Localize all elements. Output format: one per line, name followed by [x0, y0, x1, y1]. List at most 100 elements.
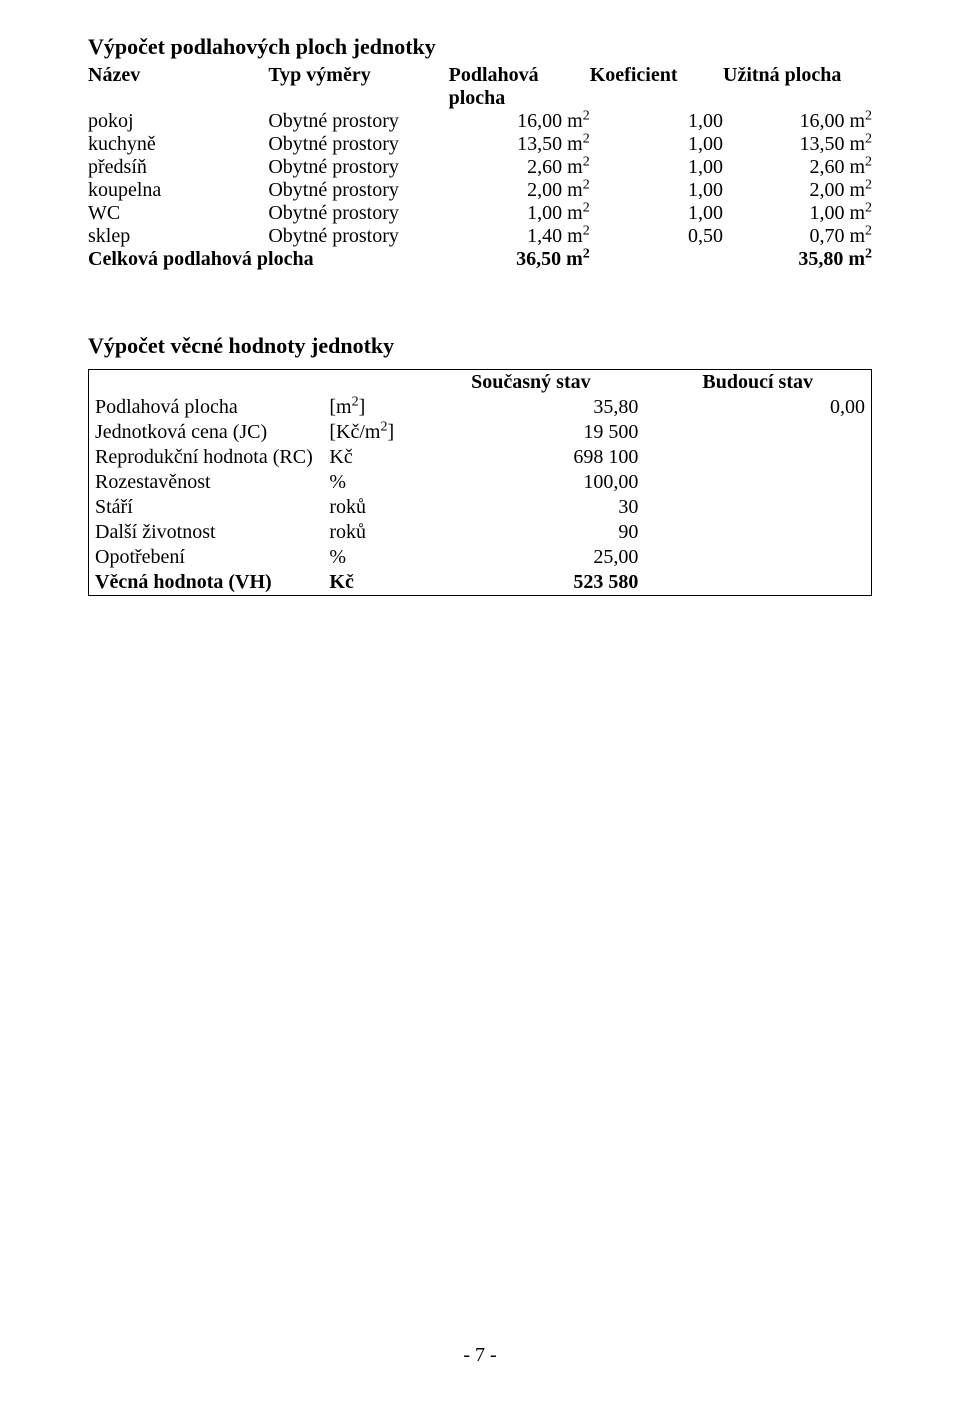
- cell-future: [644, 470, 871, 495]
- cell-future: [644, 420, 871, 445]
- total-label: Celková podlahová plocha: [88, 248, 449, 271]
- table-row: WCObytné prostory1,00 m21,001,00 m2: [88, 202, 872, 225]
- cell-unit: roků: [323, 495, 417, 520]
- cell-label: Opotřebení: [89, 545, 324, 570]
- table-row: pokojObytné prostory16,00 m21,0016,00 m2: [88, 110, 872, 133]
- cell-coef: 0,50: [590, 225, 723, 248]
- cell-floor: 1,40 m2: [449, 225, 590, 248]
- area-table: Název Typ výměry Podlahová Koeficient Už…: [88, 64, 872, 271]
- cell-name: WC: [88, 202, 268, 225]
- cell-coef: 1,00: [590, 133, 723, 156]
- cell-name: předsíň: [88, 156, 268, 179]
- header-empty: [323, 370, 417, 396]
- table-row: koupelnaObytné prostory2,00 m21,002,00 m…: [88, 179, 872, 202]
- header-floor-line2: plocha: [449, 87, 590, 110]
- table-row: Rozestavěnost%100,00: [89, 470, 872, 495]
- section1-title: Výpočet podlahových ploch jednotky: [88, 34, 872, 60]
- cell-type: Obytné prostory: [268, 179, 448, 202]
- cell-label: Reprodukční hodnota (RC): [89, 445, 324, 470]
- cell-unit: [m2]: [323, 395, 417, 420]
- cell-unit: [Kč/m2]: [323, 420, 417, 445]
- area-table-head: Název Typ výměry Podlahová Koeficient Už…: [88, 64, 872, 110]
- cell-usable: 16,00 m2: [723, 110, 872, 133]
- cell-name: pokoj: [88, 110, 268, 133]
- header-empty: [88, 87, 268, 110]
- cell-usable: 0,70 m2: [723, 225, 872, 248]
- table-row: sklepObytné prostory1,40 m20,500,70 m2: [88, 225, 872, 248]
- area-table-foot: Celková podlahová plocha 36,50 m2 35,80 …: [88, 248, 872, 271]
- header-name: Název: [88, 64, 268, 87]
- cell-future: [644, 570, 871, 596]
- cell-floor: 2,00 m2: [449, 179, 590, 202]
- value-table-head: Současný stav Budoucí stav: [89, 370, 872, 396]
- table-row: Další životnostroků90: [89, 520, 872, 545]
- cell-current: 523 580: [417, 570, 644, 596]
- cell-floor: 13,50 m2: [449, 133, 590, 156]
- cell-usable: 1,00 m2: [723, 202, 872, 225]
- cell-future: [644, 520, 871, 545]
- table-row: Podlahová plocha[m2]35,800,00: [89, 395, 872, 420]
- table-row: Věcná hodnota (VH)Kč523 580: [89, 570, 872, 596]
- table-row: Stáříroků30: [89, 495, 872, 520]
- header-empty: [723, 87, 872, 110]
- cell-current: 100,00: [417, 470, 644, 495]
- table-row: Reprodukční hodnota (RC)Kč698 100: [89, 445, 872, 470]
- cell-coef: 1,00: [590, 179, 723, 202]
- cell-type: Obytné prostory: [268, 225, 448, 248]
- cell-name: sklep: [88, 225, 268, 248]
- cell-current: 698 100: [417, 445, 644, 470]
- header-future: Budoucí stav: [644, 370, 871, 396]
- cell-type: Obytné prostory: [268, 156, 448, 179]
- cell-floor: 2,60 m2: [449, 156, 590, 179]
- cell-unit: %: [323, 470, 417, 495]
- cell-floor: 16,00 m2: [449, 110, 590, 133]
- cell-unit: Kč: [323, 570, 417, 596]
- cell-current: 30: [417, 495, 644, 520]
- value-table-body: Podlahová plocha[m2]35,800,00Jednotková …: [89, 395, 872, 596]
- cell-name: kuchyně: [88, 133, 268, 156]
- cell-label: Věcná hodnota (VH): [89, 570, 324, 596]
- cell-future: [644, 545, 871, 570]
- cell-unit: Kč: [323, 445, 417, 470]
- cell-current: 90: [417, 520, 644, 545]
- total-empty: [590, 248, 723, 271]
- cell-current: 35,80: [417, 395, 644, 420]
- cell-type: Obytné prostory: [268, 133, 448, 156]
- total-floor: 36,50 m2: [449, 248, 590, 271]
- header-floor-line1: Podlahová: [449, 64, 590, 87]
- cell-label: Další životnost: [89, 520, 324, 545]
- page-number: - 7 -: [0, 1344, 960, 1367]
- cell-current: 19 500: [417, 420, 644, 445]
- cell-type: Obytné prostory: [268, 110, 448, 133]
- value-table: Současný stav Budoucí stav Podlahová plo…: [88, 369, 872, 596]
- area-table-body: pokojObytné prostory16,00 m21,0016,00 m2…: [88, 110, 872, 248]
- cell-usable: 2,00 m2: [723, 179, 872, 202]
- cell-type: Obytné prostory: [268, 202, 448, 225]
- cell-label: Jednotková cena (JC): [89, 420, 324, 445]
- cell-future: [644, 495, 871, 520]
- header-usable: Užitná plocha: [723, 64, 872, 87]
- cell-label: Podlahová plocha: [89, 395, 324, 420]
- cell-coef: 1,00: [590, 110, 723, 133]
- table-row: Opotřebení%25,00: [89, 545, 872, 570]
- cell-coef: 1,00: [590, 156, 723, 179]
- table-row: Jednotková cena (JC)[Kč/m2]19 500: [89, 420, 872, 445]
- header-coef: Koeficient: [590, 64, 723, 87]
- cell-usable: 13,50 m2: [723, 133, 872, 156]
- page: Výpočet podlahových ploch jednotky Název…: [0, 0, 960, 1425]
- cell-future: 0,00: [644, 395, 871, 420]
- cell-current: 25,00: [417, 545, 644, 570]
- header-type: Typ výměry: [268, 64, 448, 87]
- header-current: Současný stav: [417, 370, 644, 396]
- cell-floor: 1,00 m2: [449, 202, 590, 225]
- cell-label: Stáří: [89, 495, 324, 520]
- cell-label: Rozestavěnost: [89, 470, 324, 495]
- section2-title: Výpočet věcné hodnoty jednotky: [88, 333, 872, 359]
- header-empty: [268, 87, 448, 110]
- cell-unit: roků: [323, 520, 417, 545]
- total-usable: 35,80 m2: [723, 248, 872, 271]
- table-row: kuchyněObytné prostory13,50 m21,0013,50 …: [88, 133, 872, 156]
- cell-future: [644, 445, 871, 470]
- cell-usable: 2,60 m2: [723, 156, 872, 179]
- header-empty: [89, 370, 324, 396]
